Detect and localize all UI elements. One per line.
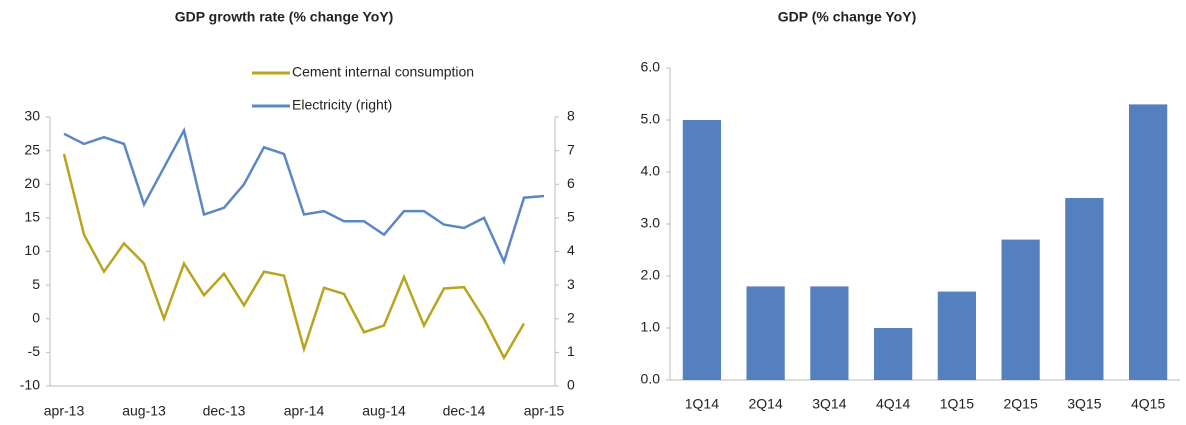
y-tick-label: -5 (28, 343, 41, 359)
chart-title: GDP (% change YoY) (778, 9, 916, 25)
x-tick-label: dec-13 (203, 403, 246, 419)
y2-tick-label: 4 (567, 242, 575, 258)
y-tick-label: 5.0 (641, 111, 661, 127)
x-tick-label: 2Q15 (1004, 396, 1038, 412)
y2-tick-label: 7 (567, 141, 575, 157)
x-tick-label: aug-13 (122, 403, 166, 419)
y2-tick-label: 1 (567, 343, 575, 359)
y-tick-label: 5 (32, 276, 40, 292)
bar (1129, 104, 1168, 381)
bar (1065, 198, 1104, 380)
y-tick-label: 0.0 (641, 371, 661, 387)
x-tick-label: apr-13 (44, 403, 85, 419)
bar (1001, 239, 1040, 380)
y2-tick-label: 0 (567, 377, 575, 393)
x-tick-label: 4Q14 (876, 396, 910, 412)
x-tick-label: aug-14 (362, 403, 406, 419)
y2-tick-label: 8 (567, 108, 575, 124)
bar (810, 286, 849, 380)
y-tick-label: 3.0 (641, 215, 661, 231)
x-tick-label: 3Q14 (812, 396, 846, 412)
y-tick-label: 6.0 (641, 59, 661, 75)
x-tick-label: apr-15 (524, 403, 565, 419)
line-series (63, 126, 545, 266)
legend-label: Electricity (right) (292, 97, 392, 113)
y-tick-label: 0 (32, 309, 40, 325)
chart-title: GDP growth rate (% change YoY) (175, 9, 394, 25)
x-tick-label: 4Q15 (1131, 396, 1165, 412)
x-tick-label: 2Q14 (749, 396, 783, 412)
x-tick-label: dec-14 (443, 403, 486, 419)
x-tick-label: 3Q15 (1067, 396, 1101, 412)
y-tick-label: -10 (20, 377, 40, 393)
line-series (62, 153, 526, 361)
legend-label: Cement internal consumption (292, 64, 474, 80)
x-tick-label: 1Q15 (940, 396, 974, 412)
y-tick-label: 25 (24, 141, 40, 157)
y-tick-label: 2.0 (641, 267, 661, 283)
bar (874, 328, 913, 380)
y2-tick-label: 6 (567, 175, 575, 191)
y-tick-label: 30 (24, 108, 40, 124)
y-tick-label: 10 (24, 242, 40, 258)
x-tick-label: apr-14 (284, 403, 325, 419)
y-tick-label: 1.0 (641, 319, 661, 335)
y2-tick-label: 3 (567, 276, 575, 292)
bar (746, 286, 785, 380)
bar (682, 120, 721, 380)
y-tick-label: 20 (24, 175, 40, 191)
y2-tick-label: 2 (567, 309, 575, 325)
x-tick-label: 1Q14 (685, 396, 719, 412)
y2-tick-label: 5 (567, 209, 575, 225)
y-tick-label: 15 (24, 209, 40, 225)
bar (937, 291, 976, 380)
y-tick-label: 4.0 (641, 163, 661, 179)
